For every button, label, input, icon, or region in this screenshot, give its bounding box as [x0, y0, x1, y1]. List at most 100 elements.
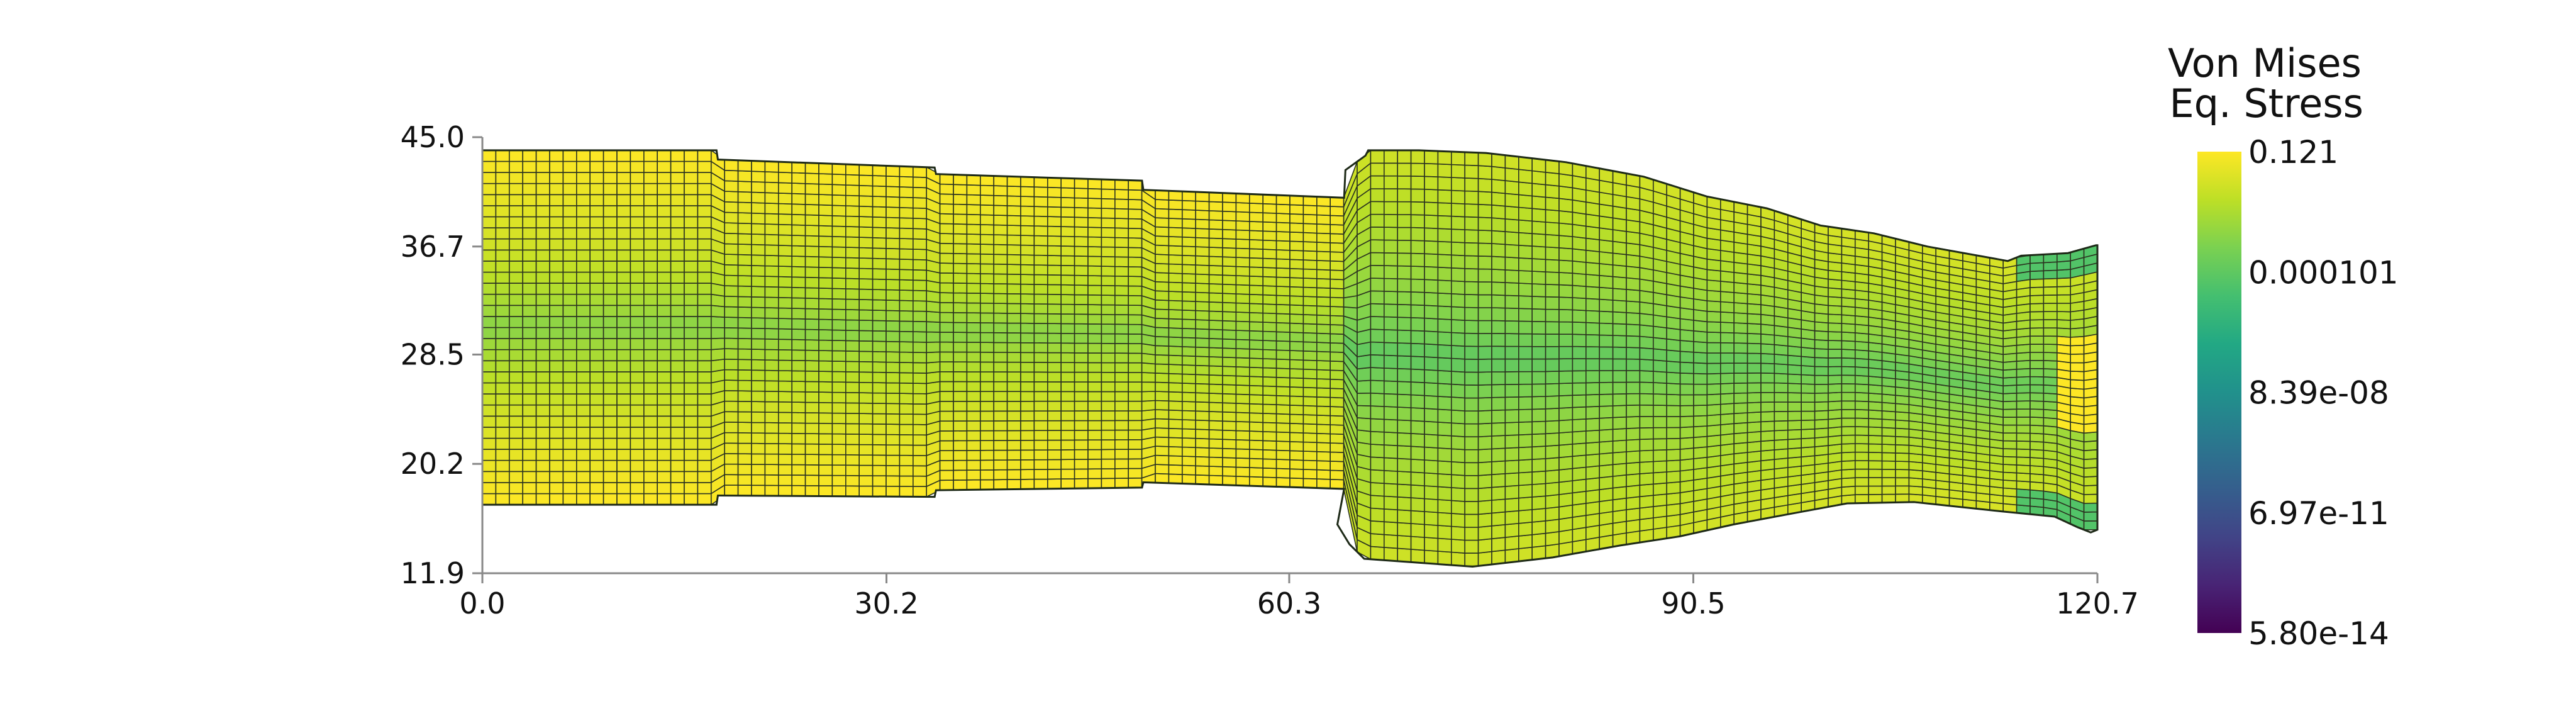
mesh-cell: [2029, 294, 2045, 305]
mesh-cell: [764, 171, 779, 184]
mesh-cell: [482, 449, 497, 461]
mesh-cell: [1477, 500, 1492, 515]
mesh-cell: [657, 482, 672, 495]
mesh-cell: [939, 400, 954, 412]
mesh-cell: [2043, 311, 2058, 320]
mesh-cell: [1504, 218, 1519, 233]
mesh-cell: [764, 286, 779, 298]
mesh-cell: [1020, 371, 1035, 383]
mesh-cell: [966, 263, 981, 274]
mesh-cell: [602, 471, 618, 483]
mesh-cell: [562, 182, 577, 196]
mesh-cell: [2016, 352, 2031, 362]
mesh-cell: [953, 361, 968, 373]
mesh-cell: [993, 283, 1008, 294]
mesh-cell: [2070, 371, 2085, 381]
mesh-cell: [482, 404, 497, 417]
mesh-cell: [1101, 381, 1116, 393]
mesh-cell: [804, 276, 819, 289]
mesh-cell: [1033, 410, 1048, 422]
mesh-cell: [535, 437, 550, 450]
mesh-cell: [724, 254, 739, 266]
mesh-cell: [1612, 240, 1627, 255]
mesh-cell: [1760, 362, 1775, 374]
mesh-cell: [1168, 437, 1183, 448]
mesh-cell: [1410, 188, 1425, 203]
mesh-cell: [913, 217, 927, 230]
mesh-cell: [1235, 266, 1250, 277]
mesh-cell: [549, 338, 564, 350]
mesh-cell: [1289, 295, 1304, 306]
mesh-cell: [886, 175, 901, 188]
mesh-cell: [913, 444, 927, 456]
mesh-cell: [1033, 186, 1048, 198]
mesh-cell: [670, 415, 685, 428]
mesh-cell: [1316, 277, 1331, 289]
mesh-cell: [1397, 150, 1412, 164]
mesh-cell: [1384, 213, 1398, 228]
colorbar-label: 8.39e-08: [2248, 375, 2389, 412]
mesh-cell: [1370, 482, 1385, 497]
mesh-cell: [751, 244, 766, 256]
mesh-cell: [2016, 359, 2031, 370]
mesh-cell: [1222, 238, 1237, 249]
mesh-cell: [1262, 312, 1277, 323]
mesh-cell: [1289, 249, 1304, 261]
mesh-cell: [589, 205, 604, 218]
mesh-cell: [657, 316, 672, 328]
mesh-cell: [1235, 375, 1250, 386]
mesh-cell: [1464, 177, 1479, 193]
mesh-cell: [495, 249, 510, 262]
mesh-cell: [1410, 368, 1425, 383]
mesh-cell: [845, 391, 860, 404]
mesh-cell: [1384, 265, 1398, 279]
mesh-cell: [1262, 267, 1277, 278]
mesh-cell: [1302, 441, 1318, 452]
mesh-cell: [1679, 361, 1694, 374]
mesh-cell: [630, 449, 645, 461]
mesh-cell: [589, 160, 604, 173]
mesh-cell: [1720, 301, 1735, 313]
mesh-cell: [1868, 435, 1883, 445]
mesh-cell: [1262, 376, 1277, 388]
mesh-cell: [575, 382, 591, 395]
mesh-cell: [1101, 439, 1116, 451]
mesh-cell: [1249, 330, 1263, 341]
mesh-cell: [1720, 342, 1735, 354]
mesh-cell: [1491, 537, 1506, 552]
mesh-cell: [1855, 400, 1869, 411]
mesh-cell: [1679, 458, 1694, 472]
mesh-cell: [1302, 205, 1318, 216]
mesh-cell: [1868, 460, 1883, 470]
mesh-cell: [1384, 290, 1398, 305]
mesh-cell: [1693, 405, 1708, 417]
mesh-cell: [1787, 438, 1802, 450]
mesh-cell: [549, 482, 564, 495]
mesh-cell: [1316, 360, 1331, 371]
mesh-cell: [1006, 195, 1021, 207]
mesh-cell: [1679, 318, 1694, 332]
mesh-cell: [939, 242, 954, 254]
mesh-cell: [616, 227, 631, 240]
mesh-cell: [993, 224, 1008, 236]
mesh-cell: [1235, 357, 1250, 368]
mesh-cell: [1558, 296, 1574, 311]
mesh-cell: [589, 482, 604, 495]
mesh-cell: [508, 471, 524, 483]
mesh-cell: [670, 261, 685, 273]
mesh-cell: [993, 254, 1008, 265]
mesh-cell: [778, 422, 792, 434]
mesh-cell: [535, 393, 550, 406]
mesh-cell: [562, 349, 577, 362]
mesh-cell: [1316, 432, 1331, 444]
mesh-cell: [1208, 283, 1223, 294]
mesh-cell: [886, 237, 901, 250]
mesh-cell: [993, 205, 1008, 216]
mesh-cell: [1006, 381, 1021, 393]
mesh-cell: [1585, 274, 1600, 288]
mesh-cell: [1384, 162, 1398, 177]
mesh-cell: [1222, 439, 1237, 450]
mesh-cell: [1168, 464, 1183, 475]
mesh-cell: [939, 203, 954, 215]
mesh-cell: [1410, 484, 1425, 500]
